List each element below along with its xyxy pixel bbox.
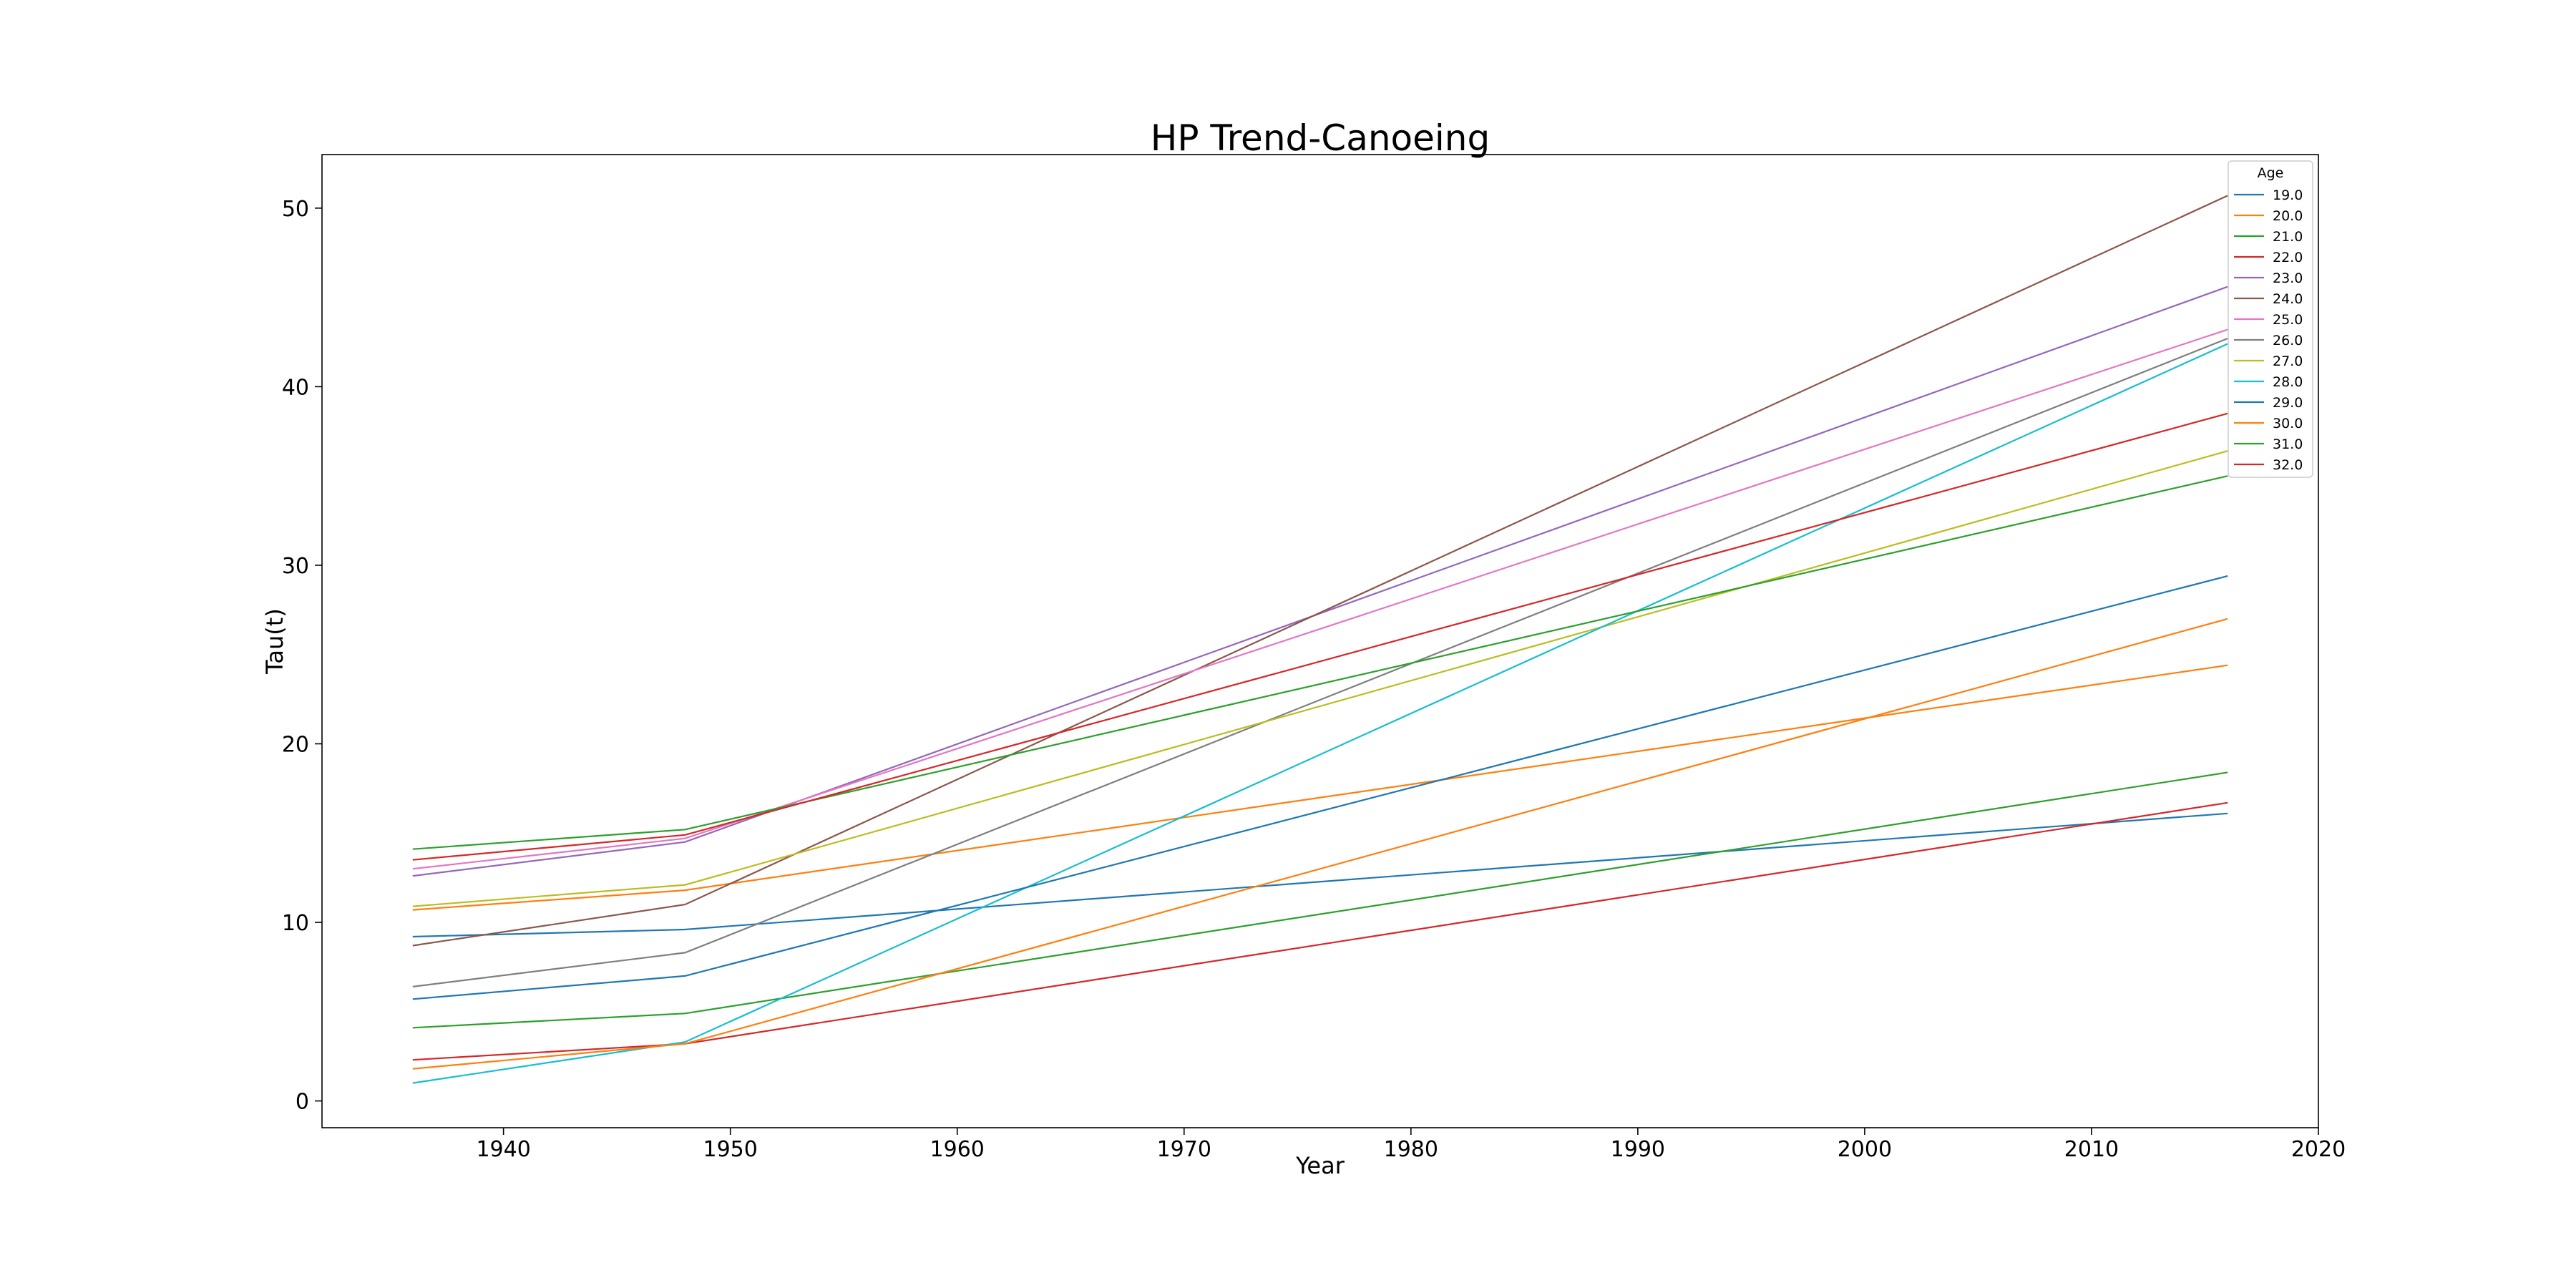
- plot-area-frame: [321, 154, 2319, 1128]
- series-line: [412, 664, 2228, 911]
- series-line: [412, 343, 2228, 1084]
- series-line: [412, 618, 2228, 1070]
- legend-label: 25.0: [2273, 312, 2303, 328]
- series-line: [412, 337, 2228, 987]
- x-tick-label: 2020: [2291, 1137, 2346, 1162]
- legend-label: 22.0: [2273, 250, 2303, 265]
- y-tick-label: 30: [282, 554, 309, 579]
- y-axis-label: Tau(t): [261, 608, 288, 675]
- legend-label: 20.0: [2273, 208, 2303, 224]
- x-tick-label: 1950: [703, 1137, 758, 1162]
- legend-label: 32.0: [2273, 457, 2303, 473]
- x-tick-label: 1960: [930, 1137, 985, 1162]
- x-tick-label: 1980: [1384, 1137, 1438, 1162]
- y-tick-label: 40: [282, 375, 309, 400]
- legend-label: 19.0: [2273, 187, 2303, 203]
- legend-label: 27.0: [2273, 353, 2303, 369]
- series-line: [412, 328, 2228, 870]
- x-axis: 1940 1950 1960 1970 1980 1990 2000 2010 2020: [476, 1128, 2346, 1162]
- x-tick-label: 1990: [1611, 1137, 1665, 1162]
- x-tick-label: 1940: [476, 1137, 530, 1162]
- legend-label: 23.0: [2273, 270, 2303, 286]
- legend-items: 19.0 20.0 21.0 22.0 23.0 24.0 25.0 26.0 27.0 28.0…: [2234, 187, 2303, 473]
- x-axis-label: Year: [1295, 1152, 1345, 1179]
- series-line: [412, 412, 2228, 861]
- legend-label: 21.0: [2273, 229, 2303, 245]
- y-tick-label: 20: [282, 732, 309, 757]
- series-line: [412, 812, 2228, 938]
- legend: Age 19.0 20.0 21.0 22.0 23.0 24.0 25.0 26.0 27.0…: [2228, 160, 2313, 478]
- y-tick-label: 10: [282, 911, 309, 936]
- y-tick-label: 0: [296, 1090, 309, 1115]
- legend-label: 31.0: [2273, 436, 2303, 452]
- legend-title: Age: [2258, 165, 2284, 181]
- legend-label: 28.0: [2273, 374, 2303, 390]
- x-tick-label: 2000: [1838, 1137, 1892, 1162]
- x-tick-label: 2010: [2064, 1137, 2119, 1162]
- legend-label: 26.0: [2273, 333, 2303, 348]
- series-line: [412, 771, 2228, 1029]
- legend-label: 24.0: [2273, 291, 2303, 307]
- series-line: [412, 286, 2228, 877]
- series-lines: [412, 195, 2228, 1084]
- legend-box: [2228, 160, 2313, 478]
- legend-label: 30.0: [2273, 416, 2303, 431]
- series-line: [412, 195, 2228, 947]
- series-line: [412, 450, 2228, 907]
- series-line: [412, 575, 2228, 1000]
- legend-label: 29.0: [2273, 395, 2303, 411]
- series-line: [412, 475, 2228, 850]
- y-tick-label: 50: [282, 197, 309, 222]
- x-tick-label: 1970: [1157, 1137, 1211, 1162]
- y-axis: 0 10 20 30 40 50: [282, 197, 322, 1115]
- chart-title: HP Trend-Canoeing: [1151, 117, 1490, 159]
